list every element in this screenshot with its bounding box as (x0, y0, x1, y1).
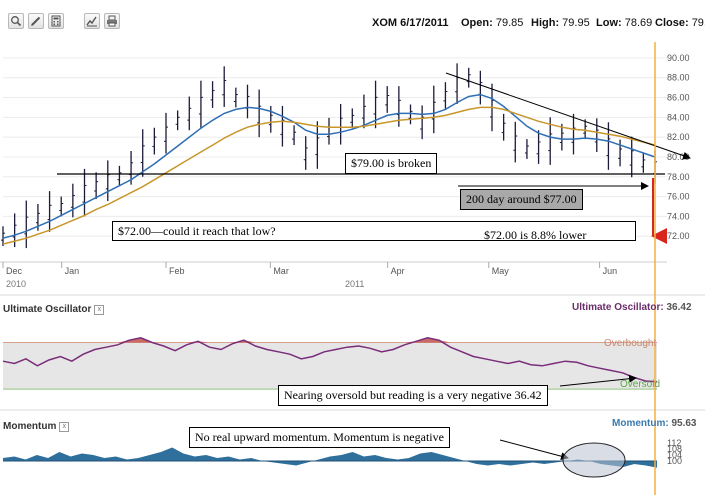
arrow-to-momentum (499, 439, 569, 461)
annotation-200-day: 200 day around $77.00 (460, 189, 583, 210)
price-tick-label: 74.00 (667, 211, 690, 221)
overbought-label: Overbought (604, 338, 657, 349)
date-tick-label: Apr (391, 266, 405, 276)
annotation-72-lower: $72.00 is 8.8% lower (484, 228, 587, 242)
price-tick-label: 86.00 (667, 93, 690, 103)
annotation-momentum: No real upward momentum. Momentum is neg… (189, 427, 450, 448)
zoom-button[interactable] (8, 13, 24, 29)
close-readout: Close: 79.02 (655, 17, 705, 29)
date-tick-label: Dec (6, 266, 23, 276)
chart-icon (86, 16, 97, 27)
price-tick-label: 78.00 (667, 172, 690, 182)
year-label: 2011 (345, 279, 364, 289)
date-axis: Dec Jan Feb Mar Apr May Jun 2010 2011 (0, 261, 667, 289)
low-readout: Low: 78.69 (596, 17, 653, 29)
momentum-panel-title: Momentum x (3, 421, 70, 432)
uo-panel-title: Ultimate Oscillator x (3, 304, 105, 315)
date-tick-label: May (492, 266, 510, 276)
calculator-button[interactable] (48, 13, 64, 29)
uo-readout: Ultimate Oscillator: 36.42 (572, 302, 692, 313)
momentum-tick-label: 104 (667, 450, 682, 460)
ultimate-oscillator-panel (2, 337, 658, 390)
arrow-to-oversold (559, 374, 637, 387)
momentum-tick-label: 112 (667, 438, 681, 448)
annotation-oversold: Nearing oversold but reading is a very n… (278, 385, 548, 406)
draw-button[interactable] (28, 13, 44, 29)
moving-average-slow (2, 106, 656, 245)
close-icon[interactable]: x (59, 422, 70, 432)
annotation-72-question-text: $72.00—could it reach that low? (118, 224, 276, 238)
price-series (2, 93, 656, 245)
ultimate-oscillator-line (2, 337, 658, 383)
moving-average-fast (2, 93, 656, 239)
open-readout: Open: 79.85 (461, 17, 524, 29)
date-tick-label: Mar (273, 266, 289, 276)
momentum-area (3, 447, 657, 468)
annotation-72-question: $72.00—could it reach that low? (112, 221, 636, 241)
year-label: 2010 (6, 279, 26, 289)
price-tick-label: 88.00 (667, 73, 690, 83)
momentum-tick-label: 108 (667, 444, 682, 454)
symbol-date: XOM 6/17/2011 (372, 17, 449, 29)
pencil-icon (31, 16, 41, 26)
high-readout: High: 79.95 (531, 17, 590, 29)
momentum-highlight-ellipse (562, 442, 626, 478)
close-icon[interactable]: x (94, 305, 105, 315)
momentum-readout: Momentum: 95.63 (612, 418, 697, 429)
price-tick-label: 84.00 (667, 112, 690, 122)
print-icon (107, 15, 117, 27)
annotation-79-broken: $79.00 is broken (345, 153, 438, 174)
calculator-icon (51, 15, 61, 27)
price-tick-label: 90.00 (667, 53, 690, 63)
price-tick-label: 72.00 (667, 231, 690, 241)
date-tick-label: Feb (169, 266, 185, 276)
price-tick-label: 82.00 (667, 132, 690, 142)
momentum-tick-label: 100 (667, 456, 682, 466)
chart-type-button[interactable] (84, 13, 100, 29)
oversold-label: Oversold (620, 379, 661, 390)
print-button[interactable] (104, 13, 120, 29)
price-axis: 72.00 74.00 76.00 78.00 80.00 82.00 84.00 86.00… (667, 53, 690, 241)
date-tick-label: Jan (65, 266, 80, 276)
zoom-icon (11, 16, 22, 27)
price-tick-label: 80.00 (667, 152, 690, 162)
price-tick-label: 76.00 (667, 192, 690, 202)
neutral-band (3, 342, 657, 390)
date-tick-label: Jun (603, 266, 618, 276)
overbought-fill (3, 337, 657, 343)
downtrend-line (445, 72, 691, 160)
price-bars (1, 63, 657, 249)
